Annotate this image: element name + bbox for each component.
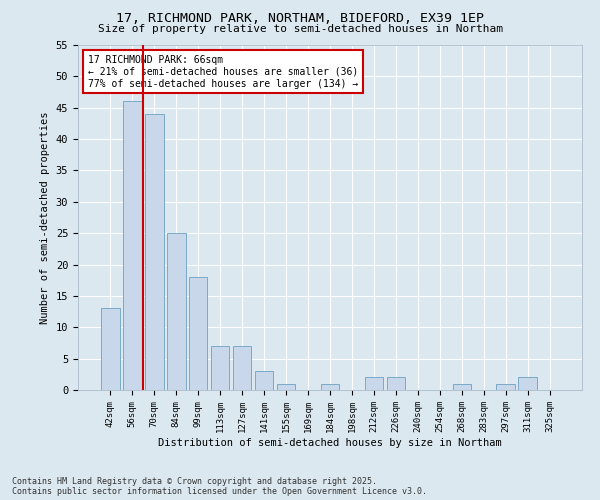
Bar — [320, 384, 340, 390]
Text: Size of property relative to semi-detached houses in Northam: Size of property relative to semi-detach… — [97, 24, 503, 34]
Bar — [123, 102, 142, 390]
Bar — [365, 378, 383, 390]
Bar — [452, 384, 471, 390]
Bar — [167, 233, 185, 390]
Bar — [496, 384, 515, 390]
Bar — [189, 277, 208, 390]
Text: 17, RICHMOND PARK, NORTHAM, BIDEFORD, EX39 1EP: 17, RICHMOND PARK, NORTHAM, BIDEFORD, EX… — [116, 12, 484, 26]
Bar — [386, 378, 405, 390]
Text: Contains HM Land Registry data © Crown copyright and database right 2025.
Contai: Contains HM Land Registry data © Crown c… — [12, 476, 427, 496]
Bar — [277, 384, 295, 390]
Bar — [255, 371, 274, 390]
Bar — [211, 346, 229, 390]
X-axis label: Distribution of semi-detached houses by size in Northam: Distribution of semi-detached houses by … — [158, 438, 502, 448]
Bar — [518, 378, 537, 390]
Y-axis label: Number of semi-detached properties: Number of semi-detached properties — [40, 112, 50, 324]
Bar — [101, 308, 119, 390]
Bar — [233, 346, 251, 390]
Text: 17 RICHMOND PARK: 66sqm
← 21% of semi-detached houses are smaller (36)
77% of se: 17 RICHMOND PARK: 66sqm ← 21% of semi-de… — [88, 56, 358, 88]
Bar — [145, 114, 164, 390]
